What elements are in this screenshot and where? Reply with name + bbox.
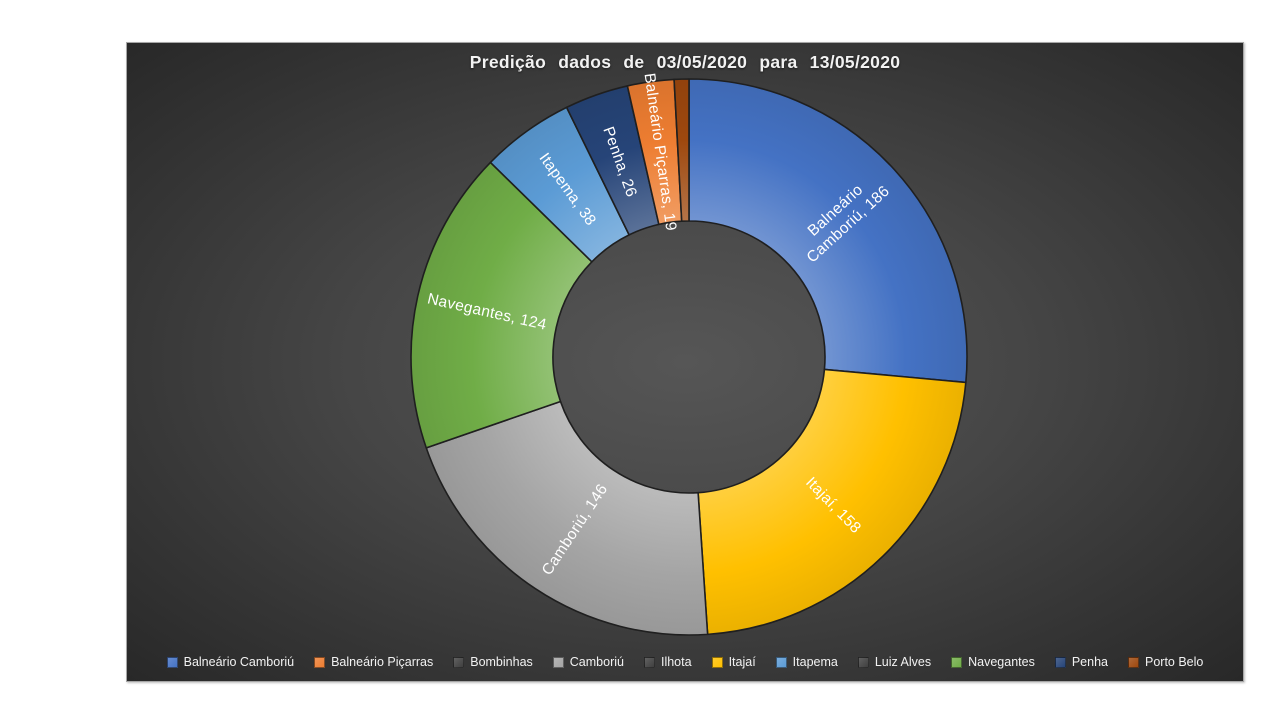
pie-slice-balneario-camboriu[interactable] [688, 78, 968, 384]
legend-item-porto-belo[interactable]: Porto Belo [1128, 655, 1203, 669]
pie-slice-porto-belo[interactable] [673, 78, 690, 222]
legend-item-camboriu[interactable]: Camboriú [552, 655, 624, 669]
legend-swatch-itajai [711, 656, 723, 668]
legend-item-navegantes[interactable]: Navegantes [951, 655, 1035, 669]
legend-label-camboriu: Camboriú [569, 655, 624, 669]
legend-item-bombinhas[interactable]: Bombinhas [453, 655, 533, 669]
chart-title: Predição dados de 03/05/2020 para 13/05/… [469, 52, 901, 72]
legend-label-penha: Penha [1071, 655, 1108, 669]
legend-swatch-balneario-picarras [314, 656, 326, 668]
legend-label-navegantes: Navegantes [968, 655, 1035, 669]
pie-slice-itajai[interactable] [697, 368, 967, 636]
legend-item-ilhota[interactable]: Ilhota [643, 655, 692, 669]
chart-area[interactable]: Predição dados de 03/05/2020 para 13/05/… [126, 42, 1244, 682]
legend: Balneário Camboriú Balneário Piçarras Bomb… [127, 655, 1243, 669]
legend-swatch-navegantes [951, 656, 963, 668]
legend-swatch-bombinhas [453, 656, 465, 668]
legend-swatch-penha [1054, 656, 1066, 668]
pie-slice-camboriu[interactable] [425, 400, 709, 636]
legend-swatch-luiz-alves [857, 656, 869, 668]
legend-item-balneario-camboriu[interactable]: Balneário Camboriú [166, 655, 295, 669]
legend-swatch-balneario-camboriu [166, 656, 178, 668]
legend-label-itapema: Itapema [792, 655, 838, 669]
legend-item-balneario-picarras[interactable]: Balneário Piçarras [314, 655, 433, 669]
legend-label-balneario-picarras: Balneário Piçarras [331, 655, 434, 669]
legend-swatch-camboriu [552, 656, 564, 668]
pie-slice-navegantes[interactable] [410, 161, 593, 449]
legend-label-bombinhas: Bombinhas [470, 655, 533, 669]
legend-label-porto-belo: Porto Belo [1145, 655, 1204, 669]
legend-item-penha[interactable]: Penha [1054, 655, 1108, 669]
legend-item-itajai[interactable]: Itajaí [711, 655, 756, 669]
legend-swatch-itapema [775, 656, 787, 668]
legend-label-itajai: Itajaí [728, 655, 756, 669]
legend-label-balneario-camboriu: Balneário Camboriú [183, 655, 295, 669]
legend-item-luiz-alves[interactable]: Luiz Alves [857, 655, 932, 669]
legend-label-luiz-alves: Luiz Alves [874, 655, 932, 669]
legend-swatch-ilhota [643, 656, 655, 668]
legend-label-ilhota: Ilhota [660, 655, 692, 669]
legend-item-itapema[interactable]: Itapema [775, 655, 838, 669]
legend-swatch-porto-belo [1128, 656, 1139, 668]
